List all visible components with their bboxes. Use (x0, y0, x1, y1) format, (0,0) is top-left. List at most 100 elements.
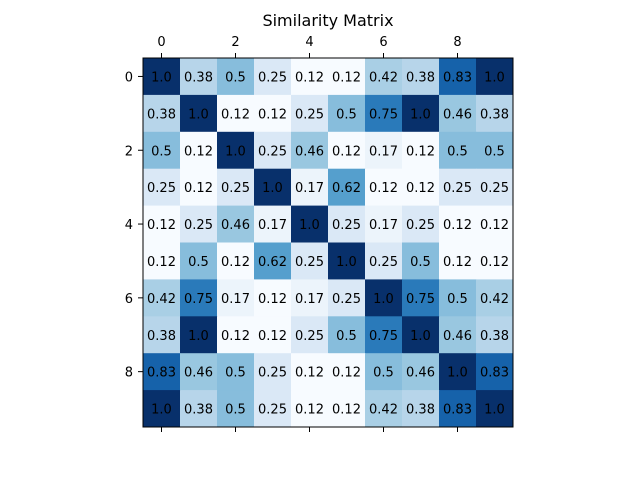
heatmap-cell-r1-c3 (254, 94, 292, 133)
heatmap-cell-r0-c0 (143, 58, 181, 96)
cell-value-label-r5-c1: 0.5 (188, 255, 209, 270)
heatmap-cell-r2-c2 (217, 131, 255, 170)
cell-value-label-r0-c0: 1.0 (151, 70, 172, 85)
heatmap-cell-r4-c7 (402, 205, 440, 243)
cell-value-label-r5-c5: 1.0 (336, 255, 357, 270)
cell-value-label-r4-c6: 0.17 (369, 218, 398, 233)
cell-value-label-r0-c1: 0.38 (184, 70, 213, 85)
cell-value-label-r7-c4: 0.25 (295, 329, 324, 344)
heatmap-cell-r9-c2 (217, 390, 255, 428)
heatmap-cell-r0-c5 (328, 58, 366, 96)
cell-value-label-r8-c7: 0.46 (406, 366, 435, 381)
heatmap-cell-r7-c8 (439, 316, 477, 354)
cell-value-label-r7-c6: 0.75 (369, 329, 398, 344)
cell-value-label-r0-c9: 1.0 (484, 70, 505, 85)
heatmap-cell-r6-c3 (254, 279, 292, 317)
heatmap-cell-r3-c9 (476, 168, 514, 207)
cell-value-label-r3-c4: 0.17 (295, 181, 324, 196)
cell-value-label-r3-c9: 0.25 (480, 181, 509, 196)
cell-value-label-r3-c3: 1.0 (262, 181, 283, 196)
heatmap-cell-r8-c0 (143, 353, 181, 391)
cell-value-label-r6-c9: 0.42 (480, 292, 509, 307)
heatmap-cell-r9-c7 (402, 390, 440, 428)
heatmap-cell-r2-c8 (439, 131, 477, 170)
chart-title: Similarity Matrix (262, 11, 393, 30)
heatmap-cell-r3-c3 (254, 168, 292, 207)
cell-value-label-r4-c8: 0.12 (443, 218, 472, 233)
cell-value-label-r8-c4: 0.12 (295, 366, 324, 381)
cell-value-label-r6-c2: 0.17 (221, 292, 250, 307)
cell-value-label-r5-c9: 0.12 (480, 255, 509, 270)
cell-value-label-r3-c1: 0.12 (184, 181, 213, 196)
heatmap-cell-r0-c1 (180, 58, 218, 96)
cell-value-label-r2-c2: 1.0 (225, 144, 246, 159)
y-tick-label: 0 (125, 70, 133, 85)
heatmap-cell-r2-c3 (254, 131, 292, 170)
heatmap-cell-r1-c9 (476, 94, 514, 133)
cell-value-label-r2-c6: 0.17 (369, 144, 398, 159)
plot-frame (142, 57, 514, 428)
heatmap-cell-r3-c4 (291, 168, 329, 207)
heatmap-cell-r3-c0 (143, 168, 181, 207)
cell-value-label-r7-c1: 1.0 (188, 329, 209, 344)
heatmap-cell-r7-c5 (328, 316, 366, 354)
cell-value-label-r8-c1: 0.46 (184, 366, 213, 381)
cell-value-label-r0-c3: 0.25 (258, 70, 287, 85)
cell-value-label-r0-c5: 0.12 (332, 70, 361, 85)
heatmap-cell-r5-c3 (254, 242, 292, 280)
heatmap-cell-r3-c8 (439, 168, 477, 207)
heatmap-cell-r8-c1 (180, 353, 218, 391)
heatmap-cell-r8-c5 (328, 353, 366, 391)
y-tick-label: 4 (125, 218, 133, 233)
heatmap-cell-r2-c1 (180, 131, 218, 170)
cell-value-label-r3-c0: 0.25 (147, 181, 176, 196)
cell-value-label-r2-c1: 0.12 (184, 144, 213, 159)
heatmap-cell-r1-c8 (439, 94, 477, 133)
cell-value-label-r0-c7: 0.38 (406, 70, 435, 85)
heatmap-cell-r0-c2 (217, 58, 255, 96)
heatmap-cell-r5-c9 (476, 242, 514, 280)
cell-value-label-r0-c8: 0.83 (443, 70, 472, 85)
heatmap-cell-r3-c6 (365, 168, 403, 207)
heatmap-cell-r6-c2 (217, 279, 255, 317)
cell-value-label-r3-c5: 0.62 (332, 181, 361, 196)
cell-value-label-r6-c1: 0.75 (184, 292, 213, 307)
heatmap-cell-r0-c8 (439, 58, 477, 96)
cell-value-label-r8-c5: 0.12 (332, 366, 361, 381)
heatmap-cell-r9-c3 (254, 390, 292, 428)
cell-value-label-r6-c0: 0.42 (147, 292, 176, 307)
heatmap-cell-r8-c7 (402, 353, 440, 391)
cell-value-label-r7-c2: 0.12 (221, 329, 250, 344)
heatmap-cell-r1-c5 (328, 94, 366, 133)
heatmap-cell-r8-c4 (291, 353, 329, 391)
heatmap-cell-r2-c6 (365, 131, 403, 170)
heatmap-cell-r2-c4 (291, 131, 329, 170)
heatmap-cell-r4-c2 (217, 205, 255, 243)
cell-value-label-r8-c2: 0.5 (225, 366, 246, 381)
heatmap-cell-r5-c6 (365, 242, 403, 280)
cell-value-label-r8-c9: 0.83 (480, 366, 509, 381)
heatmap-cell-r8-c3 (254, 353, 292, 391)
cell-value-label-r1-c4: 0.25 (295, 107, 324, 122)
heatmap-cell-r9-c6 (365, 390, 403, 428)
heatmap-cell-r4-c9 (476, 205, 514, 243)
cell-value-label-r9-c7: 0.38 (406, 403, 435, 418)
cell-value-label-r9-c6: 0.42 (369, 403, 398, 418)
heatmap-cell-r3-c7 (402, 168, 440, 207)
heatmap-cell-r6-c9 (476, 279, 514, 317)
cell-value-label-r7-c8: 0.46 (443, 329, 472, 344)
heatmap-cell-r4-c8 (439, 205, 477, 243)
heatmap-cell-r6-c6 (365, 279, 403, 317)
heatmap-cell-r8-c8 (439, 353, 477, 391)
cell-value-label-r2-c0: 0.5 (151, 144, 172, 159)
cell-value-label-r2-c5: 0.12 (332, 144, 361, 159)
cell-value-label-r0-c4: 0.12 (295, 70, 324, 85)
heatmap-cell-r9-c0 (143, 390, 181, 428)
cell-value-label-r1-c8: 0.46 (443, 107, 472, 122)
heatmap-cell-r7-c0 (143, 316, 181, 354)
cell-value-label-r1-c6: 0.75 (369, 107, 398, 122)
cell-value-label-r9-c5: 0.12 (332, 403, 361, 418)
cell-value-label-r7-c9: 0.38 (480, 329, 509, 344)
heatmap-cell-r9-c4 (291, 390, 329, 428)
heatmap-cell-r7-c4 (291, 316, 329, 354)
